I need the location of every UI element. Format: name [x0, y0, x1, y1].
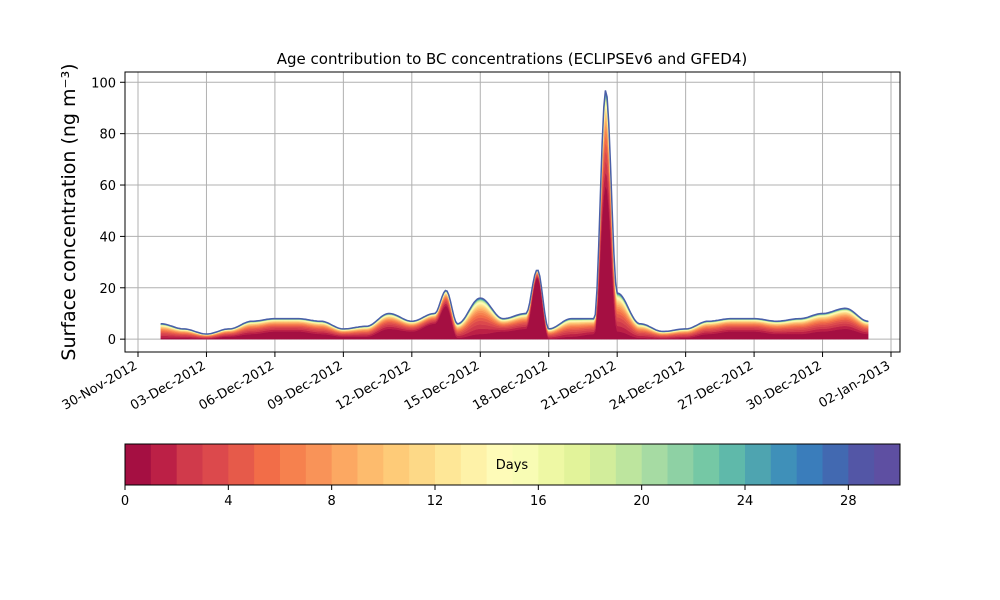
colorbar-segment: [150, 444, 178, 485]
colorbar-segment: [538, 444, 565, 485]
colorbar-segment: [796, 444, 823, 485]
colorbar-label: Days: [496, 458, 529, 473]
y-tick-label: 60: [99, 179, 116, 194]
total-line: [160, 90, 869, 335]
colorbar-segment: [305, 444, 333, 485]
colorbar-segment: [254, 444, 281, 485]
colorbar-segment: [564, 444, 591, 485]
colorbar-segment: [280, 444, 307, 485]
colorbar-segment: [409, 444, 436, 485]
colorbar-segment: [719, 444, 746, 485]
colorbar-segment: [512, 444, 539, 485]
y-tick-label: 100: [91, 76, 116, 91]
colorbar-segment: [176, 444, 203, 485]
colorbar-frame: [124, 443, 901, 486]
y-tick-label: 0: [108, 333, 116, 348]
colorbar-segment: [435, 444, 462, 485]
colorbar-segment: [202, 444, 229, 485]
colorbar-segment: [693, 444, 720, 485]
plot-frame: [124, 71, 901, 353]
colorbar-tick-label: 28: [840, 494, 857, 509]
y-tick-label: 20: [99, 282, 116, 297]
colorbar-tick-label: 8: [328, 494, 336, 509]
colorbar-segment: [667, 444, 694, 485]
colorbar-segment: [641, 444, 668, 485]
colorbar-segment: [874, 444, 901, 485]
chart-title: Age contribution to BC concentrations (E…: [277, 50, 748, 68]
colorbar-tick-label: 0: [121, 494, 129, 509]
y-axis-ticks: 0 20 40 60 80 100: [91, 76, 125, 348]
colorbar-tick-label: 24: [737, 494, 754, 509]
colorbar-segment: [745, 444, 772, 485]
colorbar-tick-label: 4: [224, 494, 232, 509]
colorbar-segment: [125, 444, 152, 485]
colorbar-segment: [486, 444, 513, 485]
colorbar-segment: [590, 444, 617, 485]
colorbar-segment: [383, 444, 410, 485]
colorbar-segment: [822, 444, 849, 485]
colorbar-segment: [357, 444, 384, 485]
colorbar-tick-label: 20: [633, 494, 650, 509]
colorbar-segment: [848, 444, 875, 485]
colorbar-segment: [228, 444, 255, 485]
colorbar: [124, 443, 901, 486]
colorbar-tick-label: 12: [427, 494, 444, 509]
colorbar-segment: [460, 444, 488, 485]
y-tick-label: 40: [99, 230, 116, 245]
colorbar-ticks: 0 4 8 12 16 20 24 28: [121, 485, 857, 509]
y-axis-label: Surface concentration (ng m⁻³): [58, 63, 80, 360]
colorbar-segment: [331, 444, 358, 485]
colorbar-segment: [770, 444, 798, 485]
colorbar-tick-label: 16: [530, 494, 547, 509]
y-tick-label: 80: [99, 128, 116, 143]
stacked-area-layers: [160, 90, 869, 340]
colorbar-segment: [615, 444, 643, 485]
